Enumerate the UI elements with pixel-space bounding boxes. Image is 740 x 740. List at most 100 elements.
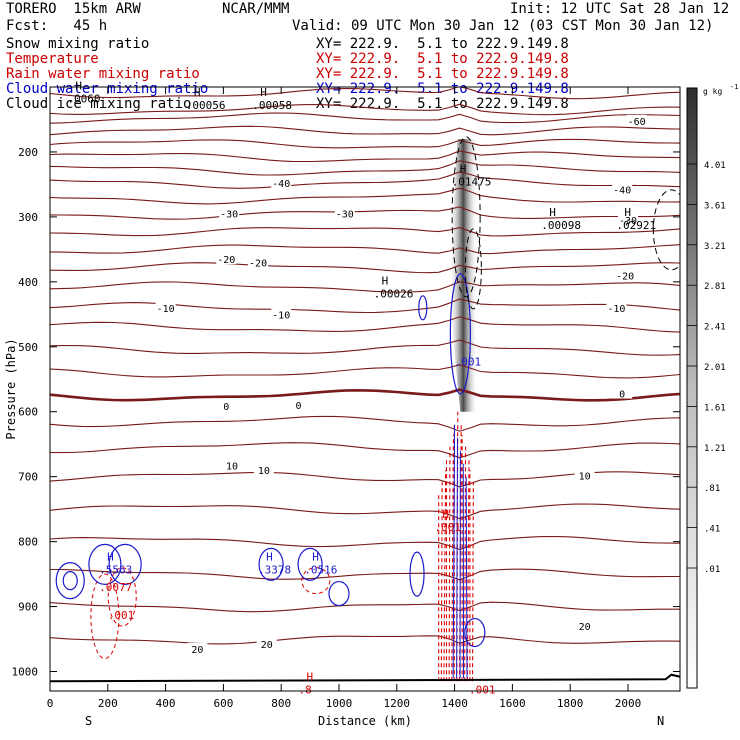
cloud-water-contour [297, 547, 323, 581]
rain-contour [471, 481, 474, 682]
isotherm-label: -10 [607, 304, 625, 315]
endpoint-north: N [657, 714, 664, 728]
isotherm-line [50, 388, 680, 402]
cloud-water-contour [418, 295, 428, 321]
plot-frame [49, 86, 681, 692]
isotherm-label: 0 [619, 390, 625, 401]
isotherm-label-mask [612, 183, 633, 195]
isotherm-label-mask [617, 214, 638, 226]
field-temperature-xy: XY= 222.9. 5.1 to 222.9.149.8 [316, 51, 569, 67]
isotherm-label: -10 [157, 304, 175, 315]
cloud-water-contour [452, 424, 456, 679]
isotherm-line [50, 281, 680, 293]
max-value-label: .00056 [186, 99, 226, 112]
isotherm-label-mask [626, 114, 647, 126]
max-value-label: .00058 [252, 99, 292, 112]
max-marker: H [442, 508, 449, 521]
colorbar [686, 87, 698, 689]
isotherm-label-mask [574, 620, 595, 632]
field-snow-xy: XY= 222.9. 5.1 to 222.9.149.8 [316, 36, 569, 52]
isotherm-line [50, 339, 680, 356]
isotherm-label: 10 [258, 466, 270, 477]
y-tick-label: 900 [18, 601, 38, 614]
max-value-label: .0516 [304, 563, 337, 576]
rain-contour [448, 446, 451, 682]
isotherm-label-mask [606, 301, 627, 313]
rain-contour [301, 567, 331, 595]
colorbar-tick-label: 2.81 [704, 282, 726, 292]
max-marker: H [260, 86, 267, 99]
x-tick-label: 1000 [326, 697, 353, 710]
init-time: Init: 12 UTC Sat 28 Jan 12 [510, 1, 730, 17]
isotherm-label-mask [155, 301, 176, 313]
max-value-label: .0060 [67, 92, 100, 105]
max-value-label: .00026 [374, 287, 414, 300]
isotherm-label-mask [288, 399, 309, 411]
isotherm-label-mask [612, 387, 633, 399]
max-value-label: .01475 [452, 176, 492, 189]
isotherm-label-mask [219, 207, 240, 219]
max-marker: H [312, 550, 319, 563]
isotherm-label: 0 [223, 402, 229, 413]
isotherm-label: 10 [226, 462, 238, 473]
max-marker: H [624, 206, 631, 219]
rain-contour [464, 446, 467, 682]
isotherm-line [50, 364, 680, 379]
x-tick-label: 0 [47, 697, 54, 710]
isotherm-label-mask [334, 207, 355, 219]
isotherm-line [50, 227, 680, 237]
max-value-label: .001 [434, 521, 461, 534]
isotherm-line [50, 171, 680, 189]
cloud-ice-contour [652, 189, 680, 271]
y-tick-label: 500 [18, 341, 38, 354]
x-tick-label: 2000 [615, 697, 642, 710]
y-tick-label: 1000 [12, 666, 39, 679]
rain-contour [466, 458, 470, 682]
cloud-water-contour [258, 547, 284, 581]
rain-contour [107, 567, 137, 627]
colorbar-tick-label: .41 [704, 525, 720, 535]
isotherm-label: -10 [272, 310, 290, 321]
isotherm-line [50, 138, 680, 149]
isotherm-label: 10 [579, 471, 591, 482]
isotherm-line [50, 503, 680, 520]
rain-contour [440, 481, 443, 682]
cloud-ice-contour [451, 136, 481, 298]
x-tick-label: 200 [98, 697, 118, 710]
isotherm-label: -20 [217, 255, 235, 266]
isotherm-label: -30 [619, 216, 637, 227]
isotherm-label-mask [271, 308, 292, 320]
y-tick-label: 300 [18, 211, 38, 224]
y-tick-label: 700 [18, 471, 38, 484]
field-temperature-name: Temperature [6, 51, 99, 67]
field-rain-xy: XY= 222.9. 5.1 to 222.9.149.8 [316, 66, 569, 82]
max-marker: H [107, 550, 114, 563]
isotherm-line [50, 206, 680, 220]
isotherm-line [50, 316, 680, 333]
isotherm-label: 20 [191, 645, 203, 656]
max-value-label: .3378 [258, 563, 291, 576]
isotherm-label: -20 [249, 258, 267, 269]
isotherm-label-mask [574, 469, 595, 481]
cloud-water-contour [88, 543, 122, 585]
max-value-label: .00098 [541, 219, 581, 232]
isotherm-line [50, 187, 680, 205]
max-marker: H [307, 671, 314, 684]
colorbar-unit-exponent: -1 [730, 83, 738, 91]
isotherm-line [50, 601, 680, 613]
max-value-label: .0077 [99, 581, 132, 594]
cloud-water-contour [464, 617, 486, 648]
isotherm-label-mask [253, 464, 274, 476]
colorbar-tick-label: 4.01 [704, 161, 726, 171]
x-tick-label: 1400 [441, 697, 468, 710]
x-axis-title: Distance (km) [318, 714, 412, 728]
max-marker: H [194, 86, 201, 99]
max-marker: H [266, 550, 273, 563]
model-title: TORERO 15km ARW [6, 1, 141, 17]
x-tick-label: 1800 [557, 697, 584, 710]
x-tick-label: 1200 [384, 697, 411, 710]
isotherm-line [50, 125, 680, 136]
colorbar-tick-label: .01 [704, 565, 720, 575]
